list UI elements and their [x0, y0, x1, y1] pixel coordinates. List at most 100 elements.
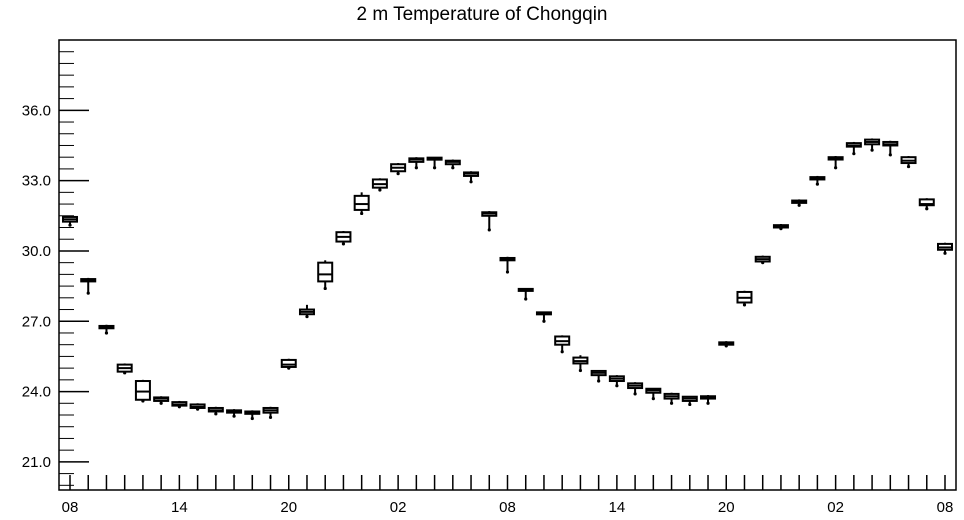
box-min-marker — [86, 291, 90, 295]
box-body — [918, 198, 935, 207]
box-min-marker — [742, 303, 747, 307]
box-plot-item — [645, 387, 662, 401]
box-plot-item — [408, 157, 425, 170]
x-tick-label: 20 — [718, 499, 735, 516]
box-min-marker — [104, 331, 109, 335]
box-plot-item — [62, 215, 78, 227]
box-min-marker — [669, 401, 674, 405]
box-min-marker — [524, 297, 528, 301]
x-tick-label: 20 — [280, 499, 297, 516]
box-min-marker — [396, 171, 400, 176]
box-plot-item — [791, 199, 808, 207]
y-axis: 21.0 24.0 27.0 30.0 33.0 36.0 — [22, 39, 89, 486]
box-min-marker — [414, 166, 418, 170]
box-series — [62, 138, 953, 421]
box-plot-item — [80, 277, 97, 295]
y-tick-label: 24.0 — [22, 384, 51, 401]
box-plot-item — [499, 256, 516, 274]
box-min-marker — [68, 223, 72, 227]
box-min-marker — [341, 242, 346, 246]
box-plot-item — [736, 290, 753, 307]
box-plot-item — [627, 382, 644, 396]
box-min-marker — [214, 412, 218, 416]
box-plot-item — [882, 140, 899, 157]
y-tick-label: 30.0 — [22, 243, 51, 260]
x-tick-label: 08 — [937, 499, 954, 516]
box-plot-item — [280, 358, 297, 370]
box-plot-item — [335, 231, 352, 246]
box-plot-item — [554, 335, 571, 354]
box-body — [317, 261, 334, 283]
box-min-marker — [360, 211, 364, 216]
box-plot-item — [754, 255, 771, 265]
box-min-marker — [560, 350, 564, 354]
y-tick-label: 27.0 — [22, 313, 51, 330]
box-min-marker — [888, 153, 892, 157]
box-min-marker — [323, 286, 327, 291]
box-plot-item — [262, 406, 279, 419]
box-plot-item — [918, 198, 935, 211]
box-plot-item — [298, 304, 315, 319]
box-min-marker — [834, 166, 838, 170]
y-tick-label: 33.0 — [22, 173, 51, 190]
x-tick-label: 02 — [827, 499, 844, 516]
box-plot-item — [98, 324, 115, 335]
box-min-marker — [724, 344, 728, 348]
box-min-marker — [633, 392, 637, 396]
x-tick-label: 14 — [171, 499, 188, 516]
box-plot-item — [845, 141, 862, 156]
box-plot-item — [718, 341, 735, 348]
box-plot-item — [700, 395, 717, 405]
box-plot-item — [226, 409, 243, 418]
box-plot-item — [390, 163, 407, 176]
box-plot-item — [864, 138, 881, 152]
box-body — [134, 380, 151, 401]
box-plot-item — [317, 260, 334, 291]
x-axis: 08 14 20 02 08 14 20 02 08 — [62, 475, 954, 516]
box-plot-item — [772, 223, 789, 231]
box-plot-item — [116, 363, 133, 375]
x-tick-label: 08 — [62, 499, 79, 516]
box-body — [353, 194, 370, 211]
box-min-marker — [761, 261, 765, 265]
box-plot-item — [663, 392, 680, 405]
box-min-marker — [651, 396, 655, 401]
box-min-marker — [906, 164, 911, 169]
box-min-marker — [305, 314, 309, 319]
box-min-marker — [141, 399, 145, 403]
box-min-marker — [123, 371, 127, 375]
box-plot-item — [535, 311, 552, 323]
box-min-marker — [870, 148, 874, 152]
box-min-marker — [268, 415, 273, 419]
x-tick-label: 14 — [609, 499, 626, 516]
box-min-marker — [779, 227, 783, 231]
box-min-marker — [706, 401, 710, 405]
box-plot-item — [153, 396, 170, 405]
box-min-marker — [815, 182, 819, 186]
box-plot-item — [572, 355, 589, 373]
box-min-marker — [287, 366, 291, 370]
box-min-marker — [250, 416, 254, 421]
box-plot-item — [681, 395, 698, 407]
box-min-marker — [925, 207, 929, 211]
box-min-marker — [432, 166, 437, 170]
box-plot-item — [207, 406, 224, 416]
box-min-marker — [177, 405, 181, 409]
box-min-marker — [196, 407, 200, 411]
box-min-marker — [852, 152, 856, 156]
chart-title: 2 m Temperature of Chongqin — [356, 4, 608, 25]
box-plot-item — [353, 192, 370, 216]
box-min-marker — [505, 270, 510, 274]
box-plot-item — [134, 379, 151, 403]
box-min-marker — [232, 414, 236, 418]
box-min-marker — [797, 203, 801, 207]
box-plot-item — [426, 156, 443, 170]
box-min-marker — [469, 180, 473, 184]
box-plot-item — [517, 287, 534, 301]
box-plot-item — [900, 156, 917, 169]
box-min-marker — [451, 166, 455, 170]
box-min-marker — [578, 368, 583, 373]
box-plot-item — [171, 400, 188, 409]
